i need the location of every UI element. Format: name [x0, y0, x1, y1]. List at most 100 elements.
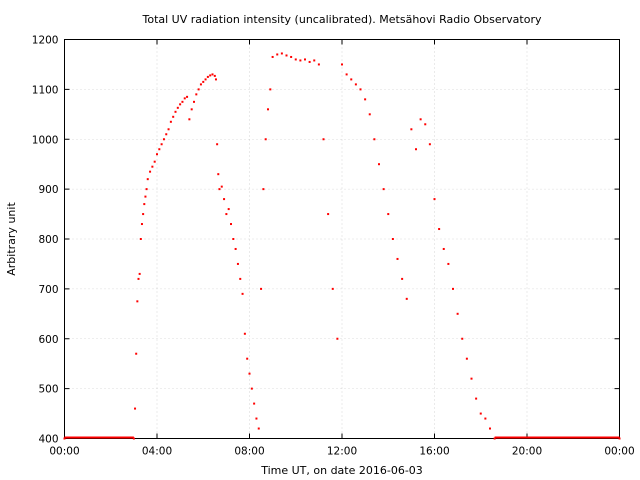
data-point: [213, 74, 216, 77]
data-point: [179, 103, 182, 106]
data-point: [304, 58, 306, 61]
data-point: [405, 297, 408, 300]
y-axis-label: Arbitrary unit: [5, 202, 18, 276]
data-point: [264, 138, 267, 141]
data-point: [137, 277, 140, 280]
plot-area-frame: [64, 39, 620, 439]
data-point: [382, 188, 385, 191]
data-point: [415, 148, 417, 151]
y-tick-label: 800: [38, 234, 58, 246]
data-point: [204, 78, 207, 81]
data-point: [197, 88, 200, 91]
data-point: [308, 60, 311, 63]
data-point: [479, 412, 482, 415]
data-point: [271, 55, 274, 58]
data-point: [174, 110, 177, 113]
data-point: [225, 213, 228, 216]
data-point: [183, 97, 186, 100]
data-point: [142, 213, 145, 216]
data-point: [433, 198, 436, 201]
data-point: [246, 357, 249, 360]
data-point: [223, 198, 226, 201]
data-point: [410, 128, 413, 131]
data-point: [456, 312, 459, 315]
data-point: [364, 98, 367, 101]
data-point: [260, 287, 263, 290]
data-point: [250, 387, 253, 390]
data-point: [378, 163, 380, 166]
data-point: [138, 272, 141, 275]
data-point: [368, 113, 371, 116]
data-point: [248, 372, 251, 375]
data-point: [195, 93, 198, 96]
data-point: [489, 427, 491, 430]
y-tick-label: 1100: [32, 84, 59, 96]
data-point: [139, 238, 142, 240]
data-point: [176, 106, 179, 109]
data-point: [230, 223, 232, 226]
y-tick-label: 400: [38, 434, 58, 446]
y-tick-label: 500: [38, 384, 58, 396]
data-point: [232, 238, 235, 240]
x-tick-label: 12:00: [327, 446, 357, 458]
data-point: [396, 257, 399, 260]
data-point: [146, 178, 149, 181]
data-point: [145, 188, 148, 191]
data-point: [387, 213, 390, 216]
data-points: [63, 52, 621, 440]
data-point: [269, 88, 272, 91]
data-point: [234, 247, 237, 250]
data-point: [461, 337, 464, 340]
data-point: [285, 54, 288, 57]
data-point: [452, 287, 454, 290]
data-point: [186, 95, 189, 98]
data-point: [359, 88, 362, 91]
data-point: [280, 52, 283, 55]
y-tick-label: 900: [38, 184, 58, 196]
data-point: [299, 59, 302, 62]
data-point: [428, 143, 431, 146]
data-point: [140, 223, 143, 226]
data-point: [214, 78, 217, 81]
y-tick-label: 600: [38, 334, 58, 346]
data-point: [188, 118, 191, 121]
x-axis-label: Time UT, on date 2016-06-03: [260, 464, 423, 477]
data-point: [257, 427, 260, 430]
x-tick-label: 08:00: [234, 446, 264, 458]
axis-ticks: 400 500 600 700 800 900 1000 1100 1200 00:00 04:00…: [32, 35, 635, 458]
data-point: [156, 153, 158, 156]
x-tick-label: 16:00: [419, 446, 449, 458]
data-point: [438, 228, 441, 231]
data-point: [151, 165, 154, 168]
data-point: [217, 173, 220, 176]
data-point: [239, 277, 242, 280]
data-point: [331, 287, 334, 290]
data-point: [317, 63, 320, 66]
y-tick-label: 1000: [32, 134, 59, 146]
x-tick-label: 00:00: [604, 446, 634, 458]
data-point: [276, 53, 279, 56]
x-tick-label: 00:00: [49, 446, 79, 458]
data-point: [218, 188, 221, 191]
y-tick-label: 700: [38, 284, 58, 296]
data-point: [313, 59, 316, 62]
data-point: [211, 73, 214, 76]
data-point: [153, 160, 156, 163]
data-point: [322, 138, 325, 141]
data-point: [149, 170, 152, 173]
data-point: [424, 123, 427, 126]
data-point: [190, 108, 193, 111]
data-point: [167, 128, 170, 131]
data-point: [209, 74, 212, 77]
data-point: [227, 208, 230, 211]
data-point: [181, 100, 184, 103]
data-point: [162, 138, 165, 141]
data-point: [236, 262, 239, 265]
data-point: [216, 143, 219, 146]
data-point: [327, 213, 330, 216]
data-point: [345, 73, 348, 76]
data-point: [373, 138, 376, 141]
chart-title: Total UV radiation intensity (uncalibrat…: [142, 13, 542, 26]
data-point: [135, 352, 138, 355]
grid: [64, 39, 620, 439]
